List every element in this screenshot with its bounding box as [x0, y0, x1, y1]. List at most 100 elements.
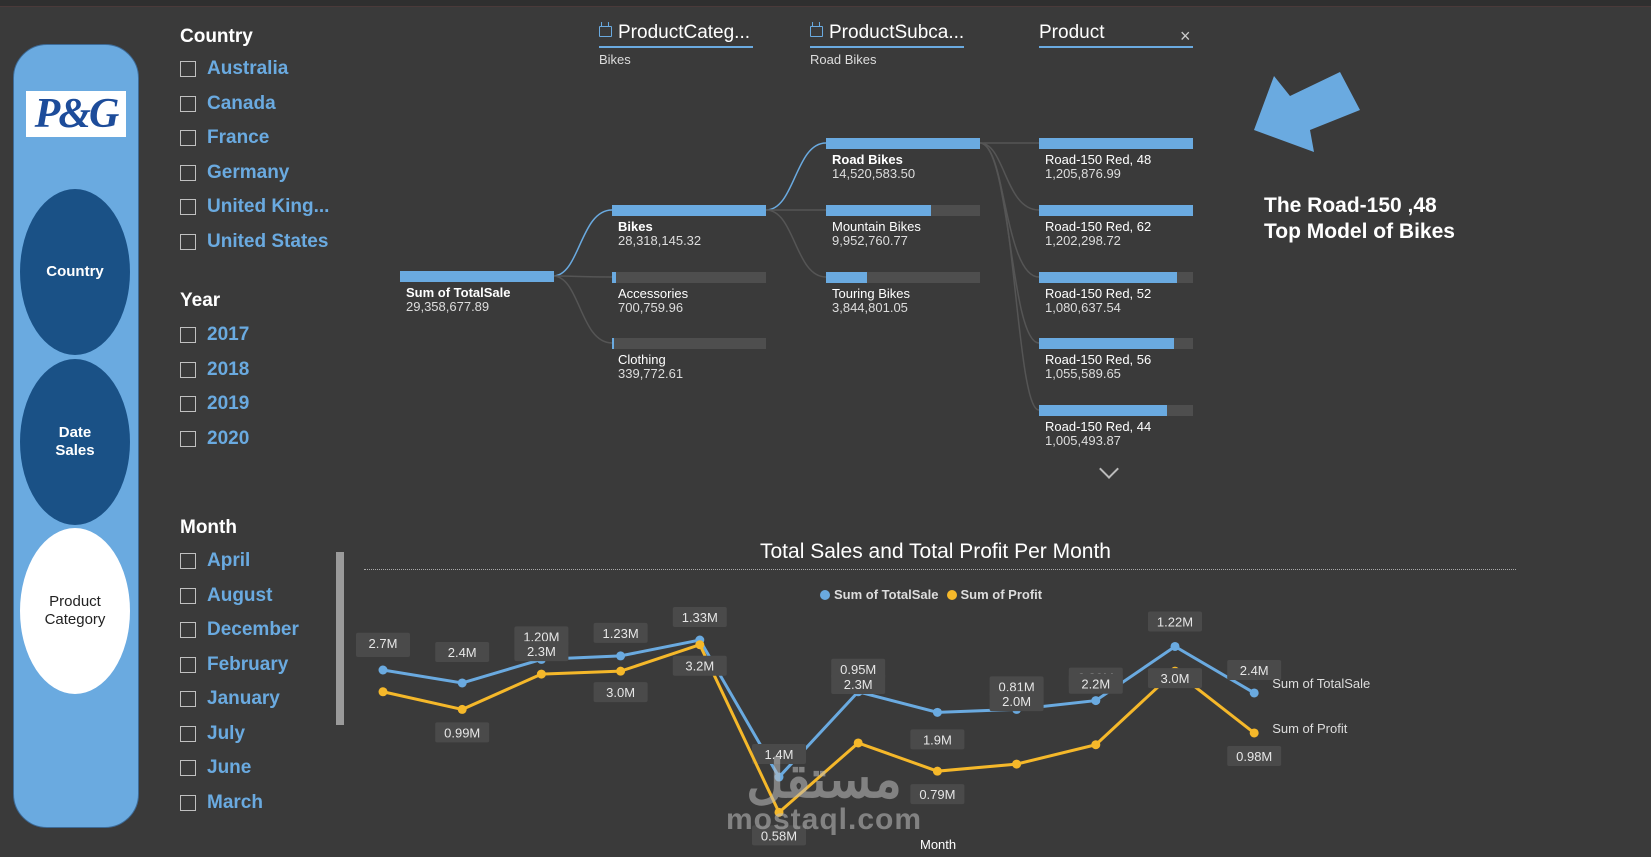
checkbox[interactable] — [180, 622, 196, 639]
data-point[interactable] — [774, 772, 784, 782]
tree-node-subcategories[interactable]: Mountain Bikes 9,952,760.77 — [826, 205, 980, 248]
country-slicer: Australia Canada France Germany United King.… — [180, 52, 329, 259]
svg-text:0.81M: 0.81M — [999, 679, 1035, 694]
data-point[interactable] — [616, 666, 626, 676]
checkbox[interactable] — [180, 656, 196, 673]
svg-text:1.23M: 1.23M — [603, 626, 639, 641]
tree-node-value: 1,202,298.72 — [1045, 233, 1121, 248]
data-point[interactable] — [378, 665, 388, 675]
country-option[interactable]: Germany — [180, 156, 329, 191]
tree-node-products[interactable]: Road-150 Red, 62 1,202,298.72 — [1039, 205, 1193, 248]
month-option[interactable]: June — [180, 751, 299, 786]
svg-text:2.2M: 2.2M — [1081, 677, 1110, 692]
month-option[interactable]: April — [180, 544, 299, 579]
tree-header-product[interactable]: Product — [1039, 22, 1193, 52]
legend-profit[interactable]: Sum of Profit — [946, 587, 1042, 602]
checkbox[interactable] — [180, 553, 196, 570]
checkbox[interactable] — [180, 233, 196, 250]
x-axis-label: Month — [920, 837, 957, 852]
nav-country-button[interactable]: Country — [20, 189, 130, 355]
data-point[interactable] — [1249, 688, 1259, 698]
data-label: 0.58M — [752, 825, 806, 846]
tree-node-label: Accessories — [618, 286, 689, 301]
country-option[interactable]: United King... — [180, 190, 329, 225]
year-option[interactable]: 2017 — [180, 318, 249, 353]
tree-node-products[interactable]: Road-150 Red, 44 1,005,493.87 — [1039, 405, 1193, 448]
checkbox[interactable] — [180, 361, 196, 378]
tree-node-subcategories[interactable]: Touring Bikes 3,844,801.05 — [826, 272, 980, 315]
checkbox[interactable] — [180, 130, 196, 147]
tree-node-products[interactable]: Road-150 Red, 48 1,205,876.99 — [1039, 138, 1193, 181]
svg-text:1.33M: 1.33M — [682, 610, 718, 625]
checkbox[interactable] — [180, 587, 196, 604]
month-option[interactable]: August — [180, 579, 299, 614]
tree-node-categories[interactable]: Accessories 700,759.96 — [612, 272, 766, 315]
month-option[interactable]: December — [180, 613, 299, 648]
month-option[interactable]: July — [180, 717, 299, 752]
month-slicer-scrollbar[interactable] — [336, 552, 344, 725]
tree-node-products[interactable]: Road-150 Red, 56 1,055,589.65 — [1039, 338, 1193, 381]
tree-header-product-subcategory[interactable]: ProductSubca... Road Bikes — [810, 22, 964, 67]
tree-node-subcategories[interactable]: Road Bikes 14,520,583.50 — [826, 138, 980, 181]
data-point[interactable] — [457, 678, 467, 688]
data-label: 3.2M — [672, 655, 727, 676]
tree-node-value: 1,055,589.65 — [1045, 366, 1121, 381]
tree-root-node[interactable]: Sum of TotalSale 29,358,677.89 — [400, 271, 554, 314]
checkbox[interactable] — [180, 691, 196, 708]
checkbox[interactable] — [180, 760, 196, 777]
tree-node-categories[interactable]: Bikes 28,318,145.32 — [612, 205, 766, 248]
month-option[interactable]: February — [180, 648, 299, 683]
country-option[interactable]: Australia — [180, 52, 329, 87]
nav-date-sales-button[interactable]: Date Sales — [20, 359, 130, 525]
tree-node-value: 28,318,145.32 — [618, 233, 702, 248]
year-option[interactable]: 2019 — [180, 387, 249, 422]
checkbox[interactable] — [180, 164, 196, 181]
data-point[interactable] — [1091, 696, 1101, 706]
tree-node-categories[interactable]: Clothing 339,772.61 — [612, 338, 766, 381]
tree-node-value: 339,772.61 — [618, 366, 684, 381]
close-icon[interactable]: × — [1180, 26, 1191, 46]
year-slicer: 2017 2018 2019 2020 — [180, 318, 249, 456]
month-option[interactable]: March — [180, 786, 299, 821]
checkbox[interactable] — [180, 199, 196, 216]
checkbox[interactable] — [180, 396, 196, 413]
legend-total-sale[interactable]: Sum of TotalSale — [820, 587, 939, 602]
checkbox[interactable] — [180, 327, 196, 344]
data-point[interactable] — [774, 807, 784, 817]
checkbox[interactable] — [180, 794, 196, 811]
checkbox[interactable] — [180, 725, 196, 742]
data-point[interactable] — [853, 738, 863, 748]
month-slicer: April August December February January July Ju… — [180, 544, 299, 820]
tree-header-product-category[interactable]: ProductCateg... Bikes — [599, 22, 753, 67]
data-point[interactable] — [932, 707, 942, 717]
data-point[interactable] — [1249, 728, 1259, 738]
year-option[interactable]: 2018 — [180, 353, 249, 388]
tree-node-label: Road-150 Red, 52 — [1045, 286, 1152, 301]
data-label: 2.0M — [989, 691, 1044, 712]
tree-node-products[interactable]: Road-150 Red, 52 1,080,637.54 — [1039, 272, 1193, 315]
watermark: مستقل mostaql.com — [726, 751, 923, 836]
data-point[interactable] — [1170, 641, 1180, 651]
data-point[interactable] — [457, 704, 467, 714]
month-option[interactable]: January — [180, 682, 299, 717]
navigation-panel: P&G Country Date Sales Product Category — [13, 44, 139, 828]
country-option-label: United States — [207, 230, 329, 252]
data-point[interactable] — [932, 766, 942, 776]
data-point[interactable] — [1091, 740, 1101, 750]
country-option[interactable]: United States — [180, 225, 329, 260]
country-option[interactable]: Canada — [180, 87, 329, 122]
nav-product-category-button[interactable]: Product Category — [20, 528, 130, 694]
data-point[interactable] — [378, 687, 388, 697]
country-option[interactable]: France — [180, 121, 329, 156]
data-point[interactable] — [1012, 759, 1022, 769]
data-point[interactable] — [536, 669, 546, 679]
checkbox[interactable] — [180, 95, 196, 112]
year-option[interactable]: 2020 — [180, 422, 249, 457]
chart-legend: Sum of TotalSale Sum of Profit — [820, 587, 1042, 602]
data-point[interactable] — [695, 640, 705, 650]
data-point[interactable] — [616, 651, 626, 661]
checkbox[interactable] — [180, 430, 196, 447]
checkbox[interactable] — [180, 61, 196, 78]
data-label: 1.22M — [1148, 611, 1202, 632]
tree-node-label: Road-150 Red, 48 — [1045, 152, 1152, 167]
